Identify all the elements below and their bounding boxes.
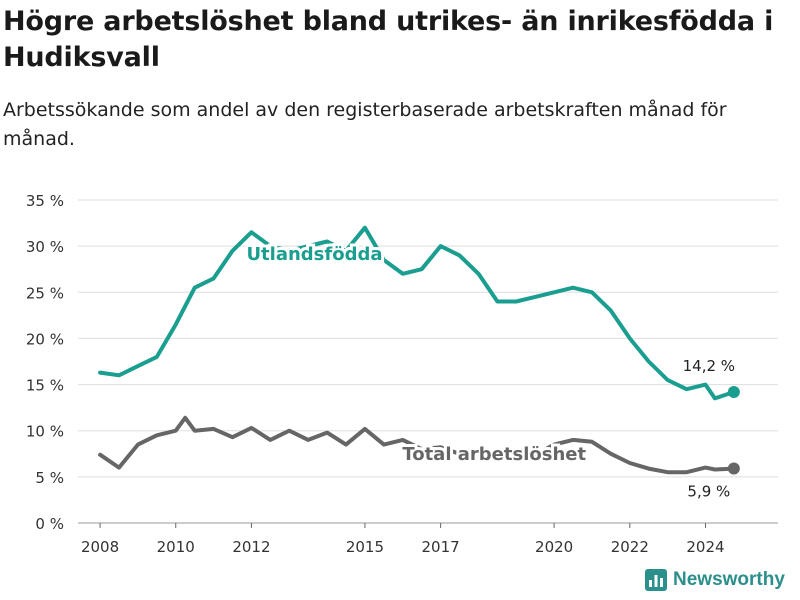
line-chart: 0 % 5 % 10 % 15 % 20 % 25 % 30 % 35 % 2008 2010 20… xyxy=(26,192,778,556)
y-tick-label: 30 % xyxy=(26,238,64,256)
y-tick-label: 35 % xyxy=(26,192,64,210)
newsworthy-logo: Newsworthy xyxy=(645,569,785,591)
x-tick-label: 2020 xyxy=(535,538,573,556)
y-tick-label: 20 % xyxy=(26,330,64,348)
bar-chart-icon xyxy=(645,569,667,591)
y-tick-label: 10 % xyxy=(26,423,64,441)
series-end-label-1: 5,9 % xyxy=(687,483,730,501)
series-end-label-0: 14,2 % xyxy=(683,357,735,375)
series-name-label-1: Total arbetslöshet xyxy=(402,444,586,465)
x-tick-label: 2015 xyxy=(346,538,384,556)
x-tick-label: 2008 xyxy=(81,538,119,556)
series-end-dot-1 xyxy=(727,462,740,475)
x-tick-label: 2017 xyxy=(422,538,460,556)
y-tick-label: 15 % xyxy=(26,377,64,395)
brand-name: Newsworthy xyxy=(673,569,785,590)
x-tick-label: 2022 xyxy=(611,538,649,556)
series-end-dot-0 xyxy=(727,385,740,398)
x-tick-label: 2024 xyxy=(686,538,724,556)
x-tick-label: 2012 xyxy=(232,538,270,556)
series-line-1 xyxy=(98,415,736,475)
x-tick-label: 2010 xyxy=(157,538,195,556)
y-tick-label: 0 % xyxy=(35,515,64,533)
series-name-label-0: Utlandsfödda xyxy=(246,244,382,265)
chart-title: Högre arbetslöshet bland utrikes- än inr… xyxy=(3,6,774,73)
y-tick-label: 5 % xyxy=(35,469,64,487)
series-line-0 xyxy=(98,225,736,401)
chart-subtitle: Arbetssökande som andel av den registerb… xyxy=(3,99,727,150)
y-tick-label: 25 % xyxy=(26,284,64,302)
